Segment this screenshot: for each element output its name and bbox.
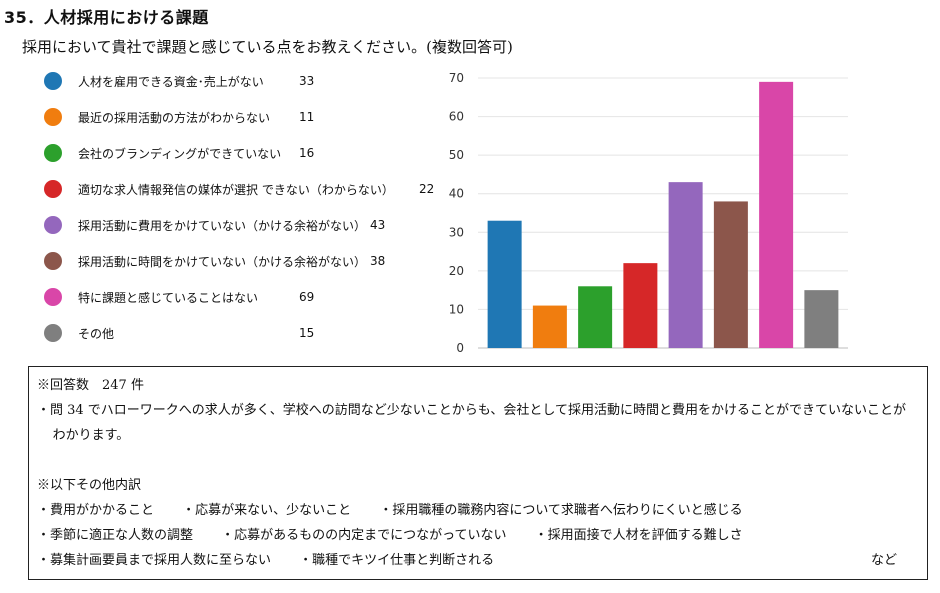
legend-swatch: [44, 108, 62, 126]
other-item: ・応募が来ない、少ないこと: [182, 503, 352, 518]
other-item: ・採用面接で人材を評価する難しさ: [534, 528, 743, 543]
legend-label: 人材を雇用できる資金･売上がない: [78, 74, 264, 89]
legend-value: 22: [419, 182, 435, 196]
other-item: ・費用がかかること: [37, 503, 155, 518]
bar: [668, 182, 703, 348]
legend-value: 38: [370, 254, 386, 268]
notes-box: ※回答数 247 件 ・問 34 でハローワークへの求人が多く、学校への訪問など…: [28, 366, 928, 580]
legend-value: 15: [299, 326, 315, 340]
y-tick-label: 60: [449, 110, 464, 124]
legend-value: 16: [299, 146, 315, 160]
legend-label: 特に課題と感じていることはない: [78, 290, 259, 305]
bar: [759, 81, 794, 348]
other-item: ・応募があるものの内定までにつながっていない: [221, 528, 507, 543]
other-item: ・季節に適正な人数の調整: [37, 528, 194, 543]
legend-swatch: [44, 288, 62, 306]
legend-label: 最近の採用活動の方法がわからない: [78, 110, 271, 125]
legend-item: 人材を雇用できる資金･売上がない 33: [44, 70, 444, 92]
bar: [623, 263, 658, 348]
bar: [713, 201, 748, 348]
legend-item: 適切な求人情報発信の媒体が選択 できない（わからない） 22: [44, 178, 444, 200]
question-text: 採用において貴社で課題と感じている点をお教えください。(複数回答可): [22, 38, 513, 56]
y-tick-label: 0: [456, 341, 464, 355]
other-item: ・募集計画要員まで採用人数に至らない: [37, 553, 272, 568]
analysis-comment: ・問 34 でハローワークへの求人が多く、学校への訪問など少ないことからも、会社…: [37, 403, 907, 443]
legend-label: 会社のブランディングができていない: [78, 146, 282, 161]
y-tick-label: 70: [449, 71, 464, 85]
bar-chart: 0 10 20 30 40 50 60 70: [449, 71, 848, 355]
legend-swatch: [44, 216, 62, 234]
legend-swatch: [44, 252, 62, 270]
y-tick-label: 10: [449, 302, 464, 316]
other-item: ・職種でキツイ仕事と判断される: [299, 553, 495, 568]
legend-item: 採用活動に費用をかけていない（かける余裕がない） 43: [44, 214, 444, 236]
etc-suffix: など: [870, 553, 897, 568]
response-count: ※回答数 247 件: [37, 378, 144, 393]
legend-swatch: [44, 72, 62, 90]
legend-value: 69: [299, 290, 315, 304]
other-row: ・募集計画要員まで採用人数に至らない ・職種でキツイ仕事と判断される など: [37, 548, 919, 573]
legend-label: 採用活動に費用をかけていない（かける余裕がない）: [78, 218, 367, 233]
bar: [578, 286, 613, 348]
legend-item: その他 15: [44, 322, 444, 344]
legend-label: 採用活動に時間をかけていない（かける余裕がない）: [78, 254, 367, 269]
legend-swatch: [44, 180, 62, 198]
other-row: ・季節に適正な人数の調整 ・応募があるものの内定までにつながっていない ・採用面…: [37, 523, 919, 548]
y-tick-label: 20: [449, 264, 464, 278]
bar: [487, 220, 522, 348]
y-tick-label: 40: [449, 187, 464, 201]
legend-swatch: [44, 324, 62, 342]
legend-item: 採用活動に時間をかけていない（かける余裕がない） 38: [44, 250, 444, 272]
legend-item: 最近の採用活動の方法がわからない 11: [44, 106, 444, 128]
bar: [532, 305, 567, 348]
legend-value: 33: [299, 74, 315, 88]
other-item: ・採用職種の職務内容について求職者へ伝わりにくいと感じる: [379, 503, 743, 518]
other-heading: ※以下その他内訳: [37, 478, 142, 493]
legend-swatch: [44, 144, 62, 162]
y-tick-label: 30: [449, 225, 464, 239]
legend-value: 43: [370, 218, 386, 232]
legend-item: 会社のブランディングができていない 16: [44, 142, 444, 164]
bar: [804, 290, 839, 348]
page-title: 35．人材採用における課題: [4, 8, 209, 27]
legend-item: 特に課題と感じていることはない 69: [44, 286, 444, 308]
other-row: ・費用がかかること ・応募が来ない、少ないこと ・採用職種の職務内容について求職…: [37, 498, 919, 523]
legend-label: 適切な求人情報発信の媒体が選択 できない（わからない）: [78, 182, 394, 197]
legend-value: 11: [299, 110, 315, 124]
y-tick-label: 50: [449, 148, 464, 162]
legend-label: その他: [78, 326, 115, 341]
